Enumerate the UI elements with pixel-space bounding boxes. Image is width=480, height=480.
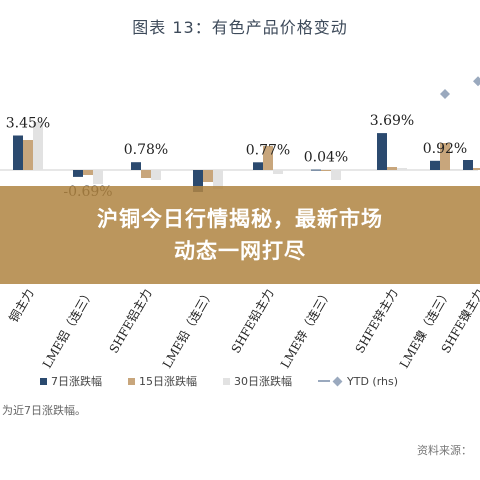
bar-7d bbox=[311, 169, 321, 171]
category-label: LME锌（连三） bbox=[277, 286, 335, 371]
bar-15d bbox=[23, 140, 33, 170]
bar-30d bbox=[93, 170, 103, 184]
category-label: SHFE铅主力 bbox=[229, 287, 277, 356]
legend-item-7d: 7日涨跌幅 bbox=[40, 373, 102, 389]
legend-line-ytd bbox=[318, 380, 330, 382]
bar-7d bbox=[463, 160, 473, 170]
category-labels-layer: 铜主力 LME铝（连三） SHFE铝主力 LME铅（连三） SHFE铅主力 LME锌（连三… bbox=[6, 286, 480, 371]
bar-7d bbox=[13, 135, 23, 170]
legend-swatch-15d bbox=[128, 377, 135, 385]
category-label: 铜主力 bbox=[6, 286, 37, 325]
bar-30d bbox=[397, 168, 407, 170]
bar-15d bbox=[387, 167, 397, 170]
value-label: 0.04% bbox=[304, 150, 348, 166]
headline-banner: 沪铜今日行情揭秘，最新市场 动态一网打尽 bbox=[0, 186, 480, 284]
legend-diamond-icon bbox=[332, 376, 343, 386]
bar-30d bbox=[450, 169, 460, 170]
bar-30d bbox=[273, 170, 283, 174]
bar-30d bbox=[213, 170, 223, 189]
category-label: LME镍（连三） bbox=[396, 286, 454, 371]
source-note: 资料来源： bbox=[417, 444, 472, 457]
legend-label-7d: 7日涨跌幅 bbox=[51, 375, 102, 388]
ytd-marker bbox=[473, 76, 480, 87]
bar-15d bbox=[141, 170, 151, 178]
bar-15d bbox=[473, 168, 480, 170]
value-label: 3.45% bbox=[6, 116, 50, 132]
legend-item-30d: 30日涨跌幅 bbox=[223, 373, 292, 389]
bar-15d bbox=[321, 170, 331, 171]
legend-swatch-7d bbox=[40, 377, 47, 385]
bar-30d bbox=[33, 122, 43, 170]
bar-15d bbox=[83, 170, 93, 175]
chart-title: 图表 13：有色产品价格变动 bbox=[132, 18, 348, 37]
legend-label-15d: 15日涨跌幅 bbox=[139, 375, 197, 388]
value-label: 3.69% bbox=[370, 113, 414, 129]
value-label: 0.77% bbox=[246, 142, 290, 158]
legend-label-30d: 30日涨跌幅 bbox=[234, 375, 292, 388]
legend-label-ytd: YTD (rhs) bbox=[347, 374, 399, 388]
legend-item-ytd: YTD (rhs) bbox=[318, 375, 398, 388]
category-label: SHFE铝主力 bbox=[106, 286, 155, 356]
legend-item-15d: 15日涨跌幅 bbox=[128, 373, 197, 389]
headline-line-2: 动态一网打尽 bbox=[174, 239, 306, 263]
value-label: 0.78% bbox=[124, 142, 168, 158]
bar-30d bbox=[151, 170, 161, 180]
footnote: 为近7日涨跌幅。 bbox=[2, 404, 86, 417]
bar-7d bbox=[430, 160, 440, 170]
ytd-layer bbox=[440, 76, 480, 99]
bar-7d bbox=[73, 170, 83, 177]
bar-15d bbox=[203, 170, 213, 182]
bar-7d bbox=[253, 162, 263, 170]
legend: 7日涨跌幅 15日涨跌幅 30日涨跌幅 YTD (rhs) bbox=[40, 372, 480, 390]
category-label: LME铝（连三） bbox=[39, 286, 97, 371]
bar-15d bbox=[440, 143, 450, 170]
bars-layer bbox=[13, 122, 480, 192]
bar-30d bbox=[331, 170, 341, 180]
bar-15d bbox=[263, 146, 273, 170]
value-label: 0.92% bbox=[423, 141, 467, 157]
legend-swatch-30d bbox=[223, 377, 230, 385]
category-label: LME铅（连三） bbox=[159, 286, 217, 371]
ytd-marker bbox=[440, 89, 450, 99]
bar-7d bbox=[377, 133, 387, 170]
bar-7d bbox=[193, 170, 203, 192]
category-label: SHFE锌主力 bbox=[353, 287, 401, 356]
headline-line-1: 沪铜今日行情揭秘，最新市场 bbox=[97, 207, 383, 231]
bar-7d bbox=[131, 162, 141, 170]
